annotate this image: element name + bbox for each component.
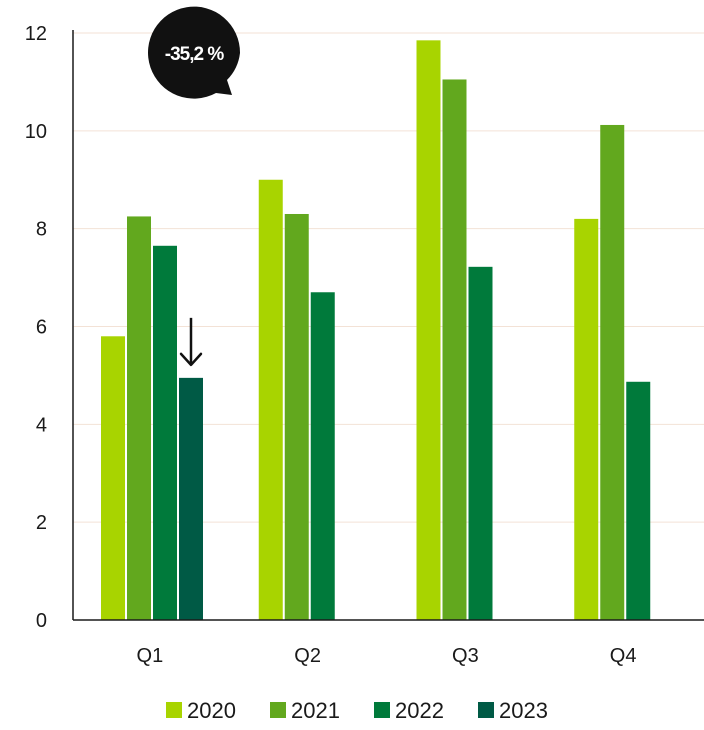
y-tick-label: 4 (36, 414, 47, 436)
arrow-head (179, 352, 203, 367)
bar-q3-2020 (416, 40, 441, 620)
legend-label-2020: 2020 (187, 698, 236, 723)
bar-q2-2020 (258, 179, 283, 620)
legend-swatch-2021 (270, 702, 286, 718)
bar-q4-2022 (626, 381, 651, 620)
legend-swatch-2022 (374, 702, 390, 718)
annotation-badge (148, 6, 241, 99)
legend-label-2021: 2021 (291, 698, 340, 723)
bars (101, 40, 651, 621)
x-category-label: Q1 (137, 645, 164, 667)
annotation: -35,2 % (148, 6, 241, 367)
y-tick-label: 10 (25, 121, 47, 143)
annotation-label: -35,2 % (165, 44, 225, 65)
down-arrow-icon (179, 317, 203, 367)
bar-q1-2023 (179, 377, 203, 620)
bar-q3-2021 (442, 79, 467, 621)
x-category-label: Q4 (610, 645, 637, 667)
x-axis-categories: Q1 Q2 Q3 Q4 (137, 645, 637, 667)
legend-swatch-2020 (166, 702, 182, 718)
bar-q2-2021 (284, 213, 309, 620)
legend-label-2023: 2023 (499, 698, 548, 723)
y-tick-label: 6 (36, 317, 47, 339)
bar-q2-2022 (310, 292, 335, 620)
y-tick-label: 8 (36, 219, 47, 241)
y-axis-ticks: 0 2 4 6 8 10 12 (25, 23, 47, 632)
bar-q1-2021 (127, 216, 151, 620)
x-category-label: Q2 (294, 645, 321, 667)
legend-swatch-2023 (478, 702, 494, 718)
bar-q1-2022 (153, 245, 177, 620)
legend: 2020 2021 2022 2023 (166, 698, 548, 723)
x-category-label: Q3 (452, 645, 479, 667)
bar-q4-2021 (600, 124, 625, 621)
y-tick-label: 2 (36, 512, 47, 534)
y-tick-label: 0 (36, 610, 47, 632)
bar-q1-2020 (101, 336, 125, 620)
bar-q4-2020 (574, 218, 599, 620)
y-tick-label: 12 (25, 23, 47, 45)
bar-q3-2022 (468, 266, 493, 620)
legend-label-2022: 2022 (395, 698, 444, 723)
